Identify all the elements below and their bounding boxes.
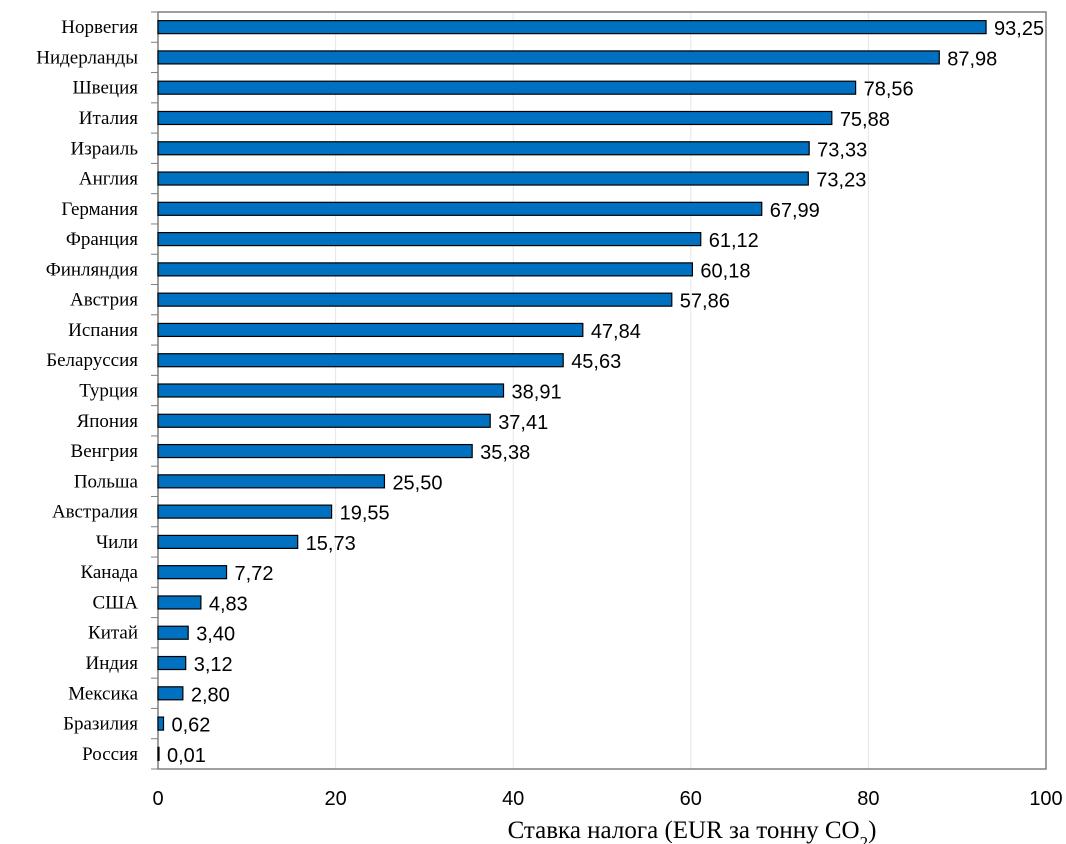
category-label-13: Япония — [77, 411, 139, 432]
x-axis-title: Ставка налога (EUR за тонну CO2) — [508, 817, 877, 844]
category-label-14: Венгрия — [71, 441, 139, 462]
value-labels: 93,25 87,98 78,56 75,88 73,33 73,23 67,99 61,12… — [167, 18, 1044, 767]
bar-21 — [157, 655, 187, 671]
bar-2 — [157, 80, 857, 95]
value-label-22: 2,80 — [191, 684, 230, 706]
category-label-15: Польша — [74, 471, 139, 492]
x-axis-title-main: Ставка налога (EUR за тонну CO — [508, 817, 860, 844]
bar-9 — [157, 292, 673, 307]
category-label-8: Финляндия — [46, 259, 139, 280]
category-label-22: Мексика — [68, 683, 138, 704]
category-label-11: Беларуссия — [46, 350, 138, 371]
value-label-23: 0,62 — [172, 715, 211, 737]
value-label-8: 60,18 — [700, 260, 750, 282]
bar-18 — [157, 565, 228, 580]
bar-17 — [157, 534, 299, 550]
value-label-11: 45,63 — [571, 351, 621, 373]
x-tick-label-4: 80 — [857, 788, 879, 810]
bar-16 — [157, 504, 333, 519]
bar-0 — [157, 20, 987, 35]
x-axis-title-subscript: 2 — [860, 833, 869, 844]
y-axis-ticks — [151, 11, 158, 770]
bar-23 — [157, 716, 165, 731]
bar-6 — [157, 201, 763, 216]
category-label-3: Италия — [79, 108, 139, 129]
category-label-2: Швеция — [72, 78, 138, 99]
bar-12 — [157, 383, 505, 398]
value-label-20: 3,40 — [196, 624, 235, 646]
x-tick-label-2: 40 — [502, 788, 524, 810]
bar-4 — [157, 141, 810, 156]
value-label-14: 35,38 — [480, 442, 530, 464]
bars — [157, 20, 987, 761]
value-label-0: 93,25 — [994, 18, 1044, 40]
value-label-2: 78,56 — [864, 79, 914, 101]
value-label-6: 67,99 — [770, 200, 820, 222]
value-label-15: 25,50 — [392, 472, 442, 494]
x-tick-label-3: 60 — [680, 788, 702, 810]
category-label-24: Россия — [82, 744, 138, 765]
value-label-16: 19,55 — [340, 503, 390, 525]
value-label-17: 15,73 — [306, 533, 356, 555]
category-label-19: США — [92, 592, 138, 613]
category-label-20: Китай — [88, 623, 138, 644]
x-tick-label-1: 20 — [324, 788, 346, 810]
bar-11 — [157, 353, 564, 368]
value-label-4: 73,33 — [817, 139, 867, 161]
bar-10 — [157, 322, 584, 338]
category-label-9: Австрия — [70, 290, 138, 311]
x-tick-labels: 0 20 40 60 80 100 — [152, 788, 1062, 810]
bar-14 — [157, 443, 473, 459]
value-label-18: 7,72 — [235, 563, 274, 585]
category-label-12: Турция — [79, 381, 138, 402]
value-label-9: 57,86 — [680, 291, 730, 313]
bar-7 — [157, 232, 702, 247]
value-label-10: 47,84 — [591, 321, 641, 343]
category-label-7: Франция — [66, 229, 138, 250]
x-axis-title-tail: ) — [868, 817, 876, 844]
category-label-6: Германия — [61, 199, 138, 220]
x-tick-label-5: 100 — [1029, 788, 1062, 810]
value-label-13: 37,41 — [498, 412, 548, 434]
category-label-23: Бразилия — [63, 714, 138, 735]
bar-22 — [157, 686, 184, 701]
category-label-10: Испания — [68, 320, 138, 341]
category-label-0: Норвегия — [61, 17, 138, 38]
bar-1 — [157, 50, 940, 65]
bar-24 — [157, 746, 160, 761]
value-label-21: 3,12 — [194, 654, 233, 676]
value-label-7: 61,12 — [709, 230, 759, 252]
category-label-17: Чили — [96, 532, 138, 553]
category-label-4: Израиль — [71, 138, 139, 159]
category-label-16: Австралия — [52, 502, 138, 523]
bar-5 — [157, 171, 809, 186]
bar-3 — [157, 110, 833, 126]
category-label-21: Индия — [86, 653, 139, 674]
category-label-1: Нидерланды — [36, 47, 138, 68]
bar-19 — [157, 595, 202, 610]
category-label-18: Канада — [80, 562, 138, 583]
value-label-5: 73,23 — [816, 170, 866, 192]
bar-20 — [157, 625, 189, 640]
value-label-19: 4,83 — [209, 593, 248, 615]
x-tick-label-0: 0 — [152, 788, 163, 810]
value-label-12: 38,91 — [512, 382, 562, 404]
value-label-1: 87,98 — [947, 48, 997, 70]
category-label-5: Англия — [79, 169, 138, 190]
value-label-24: 0,01 — [167, 745, 206, 767]
value-label-3: 75,88 — [840, 109, 890, 131]
bar-13 — [157, 413, 491, 428]
category-labels: Норвегия Нидерланды Швеция Италия Израиль Анг… — [36, 17, 138, 765]
bar-8 — [157, 262, 693, 277]
bar-15 — [157, 474, 386, 489]
